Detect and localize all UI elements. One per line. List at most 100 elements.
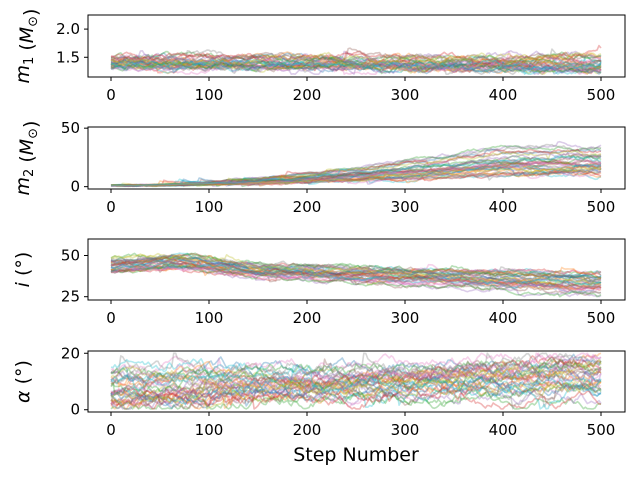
walker-line xyxy=(111,50,602,73)
walker-line xyxy=(110,255,602,291)
walker-line xyxy=(110,263,602,289)
walker-line xyxy=(110,380,602,410)
walker-line xyxy=(110,148,602,188)
walker-line xyxy=(110,256,602,285)
walker-line xyxy=(110,59,602,75)
panel-m1: 0 100 200 300 400 500 1.5 2.0 m1 (M⊙) xyxy=(12,9,626,104)
walker-line xyxy=(110,170,602,187)
y-tick-label: 1.5 xyxy=(56,48,80,66)
walker-line xyxy=(110,167,602,188)
walker-line xyxy=(110,360,602,410)
walker-line xyxy=(110,161,602,186)
x-tick-label: 500 xyxy=(587,309,616,327)
walker-line xyxy=(111,160,602,187)
walker-line xyxy=(110,260,602,282)
walker-line xyxy=(110,58,602,74)
x-tick-label: 100 xyxy=(195,421,224,439)
walker-line xyxy=(110,164,602,187)
walker-line xyxy=(110,163,602,188)
walker-line xyxy=(110,382,602,410)
walker-line xyxy=(110,264,601,297)
walker-line xyxy=(110,257,602,284)
walker-line xyxy=(110,56,602,75)
walker-line xyxy=(110,357,602,381)
x-tick-label: 500 xyxy=(587,421,616,439)
walker-line xyxy=(110,252,602,279)
walker-line xyxy=(110,378,602,409)
walker-line xyxy=(110,51,602,66)
walker-line xyxy=(110,51,602,72)
walker-line xyxy=(110,167,602,187)
walker-line xyxy=(110,258,602,294)
x-axis-label: Step Number xyxy=(293,444,419,466)
walker-line xyxy=(110,359,602,403)
walker-line xyxy=(110,168,602,187)
x-tick-label: 400 xyxy=(489,309,518,327)
walker-line xyxy=(110,256,602,290)
walker-line xyxy=(110,382,602,410)
walker-line xyxy=(110,144,602,187)
walker-line xyxy=(110,165,602,187)
walker-line xyxy=(110,159,602,188)
walker-line xyxy=(110,263,601,276)
walker-line xyxy=(110,352,602,382)
x-tick-label: 100 xyxy=(195,309,224,327)
walker-line xyxy=(110,256,602,278)
panel-alpha: 0 100 200 300 400 500 0 20 α (°) xyxy=(12,344,626,439)
x-tick-label: 0 xyxy=(106,198,116,216)
walker-line xyxy=(110,256,602,285)
walker-line xyxy=(110,260,602,288)
walker-line xyxy=(110,59,602,75)
walker-line xyxy=(110,262,602,279)
walker-line xyxy=(110,253,602,284)
walker-line xyxy=(110,56,602,72)
walker-line xyxy=(110,260,602,276)
walker-line xyxy=(110,150,602,187)
walker-line xyxy=(110,376,602,410)
walker-line xyxy=(110,58,602,73)
axes-frame xyxy=(87,350,626,413)
walker-line xyxy=(110,48,602,64)
walker-line xyxy=(110,361,602,396)
walker-traces xyxy=(110,352,602,410)
walker-line xyxy=(110,150,602,187)
y-axis-label-m1: m1 (M⊙) xyxy=(12,9,42,84)
walker-line xyxy=(110,49,601,70)
walker-line xyxy=(110,54,602,75)
walker-traces xyxy=(110,44,602,75)
walker-line xyxy=(110,47,602,63)
y-tick-label: 0 xyxy=(70,401,80,419)
walker-line xyxy=(110,262,602,281)
walker-line xyxy=(110,59,602,72)
walker-line xyxy=(110,166,602,188)
walker-line xyxy=(110,164,602,187)
y-tick-label: 2.0 xyxy=(56,20,80,38)
walker-line xyxy=(110,60,602,75)
walker-line xyxy=(110,372,602,410)
walker-line xyxy=(110,368,602,407)
walker-line xyxy=(110,264,602,281)
walker-line xyxy=(110,379,602,409)
y-axis-label-alpha: α (°) xyxy=(12,360,34,403)
walker-line xyxy=(110,352,602,395)
walker-line xyxy=(110,154,601,187)
walker-line xyxy=(110,354,602,410)
x-tick-label: 200 xyxy=(293,86,322,104)
walker-line xyxy=(110,363,602,393)
walker-line xyxy=(110,364,602,395)
walker-line xyxy=(110,352,602,386)
walker-line xyxy=(110,364,602,394)
walker-line xyxy=(110,254,602,284)
walker-line xyxy=(110,261,602,286)
walker-line xyxy=(110,252,602,289)
walker-line xyxy=(110,263,602,293)
x-tick-label: 0 xyxy=(106,309,116,327)
walker-line xyxy=(110,264,602,289)
walker-line xyxy=(110,261,602,290)
walker-line xyxy=(110,171,602,187)
walker-line xyxy=(110,355,602,406)
walker-line xyxy=(110,44,602,67)
walker-line xyxy=(110,264,602,298)
